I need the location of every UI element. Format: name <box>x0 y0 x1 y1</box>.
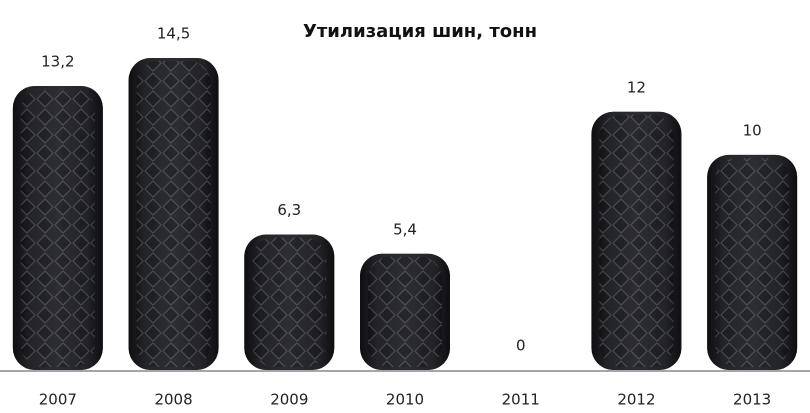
value-label: 5,4 <box>393 220 417 238</box>
value-label: 0 <box>516 337 526 355</box>
x-tick-label: 2013 <box>733 391 771 409</box>
chart-title: Утилизация шин, тонн <box>303 21 537 42</box>
tire-part <box>244 234 335 370</box>
x-tick-label: 2009 <box>270 391 308 409</box>
value-label: 14,5 <box>157 25 190 43</box>
value-label: 12 <box>627 78 646 96</box>
value-label: 6,3 <box>277 201 301 219</box>
tire <box>360 253 450 370</box>
x-tick-label: 2012 <box>617 391 655 409</box>
x-tick-label: 2007 <box>39 391 77 409</box>
x-tick-label: 2011 <box>502 391 540 409</box>
tire-part <box>707 154 798 370</box>
tire <box>591 111 682 371</box>
tire <box>12 85 103 370</box>
tire-part <box>360 253 450 370</box>
x-tick-label: 2008 <box>154 391 192 409</box>
tire <box>707 154 798 370</box>
value-label: 13,2 <box>41 52 74 70</box>
tire <box>128 58 219 370</box>
tire-part <box>128 58 219 370</box>
value-label: 10 <box>743 121 762 139</box>
tire <box>244 234 335 370</box>
x-tick-label: 2010 <box>386 391 424 409</box>
tire-part <box>591 111 682 371</box>
tire-part <box>12 85 103 370</box>
